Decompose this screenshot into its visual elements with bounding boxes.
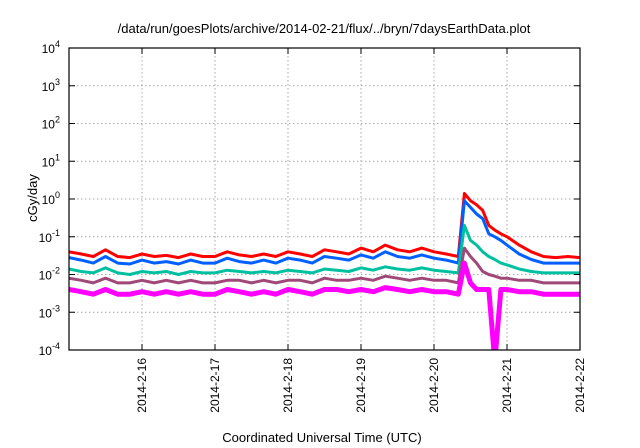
series-group <box>69 192 580 350</box>
x-tick-label: 2014-2-19 <box>354 358 368 413</box>
y-tick-label: 10-4 <box>39 341 60 358</box>
chart-title: /data/run/goesPlots/archive/2014-02-21/f… <box>118 21 531 36</box>
x-tick-label: 2014-2-20 <box>427 358 441 413</box>
series-line-magenta <box>69 260 580 350</box>
y-tick-label: 101 <box>42 152 60 169</box>
series-line-teal <box>69 223 580 276</box>
x-tick-label: 2014-2-17 <box>208 358 222 413</box>
series-line-purple <box>69 246 580 285</box>
y-tick-label: 103 <box>42 77 60 94</box>
series-line-blue <box>69 199 580 266</box>
y-tick-label: 10-3 <box>39 303 60 320</box>
grid <box>69 48 580 350</box>
y-tick-label: 104 <box>42 39 60 56</box>
y-tick-label: 10-2 <box>39 266 60 283</box>
y-tick-label: 10-1 <box>39 228 60 245</box>
x-tick-label: 2014-2-22 <box>573 358 587 413</box>
x-tick-label: 2014-2-21 <box>500 358 514 413</box>
y-axis-label: cGy/day <box>25 174 40 222</box>
x-tick-label: 2014-2-16 <box>135 358 149 413</box>
ticks: 104 103 102 101 100 10-1 10-2 10-3 10-4 2014-2-16… <box>39 39 587 413</box>
y-tick-label: 102 <box>42 115 60 132</box>
x-tick-label: 2014-2-18 <box>281 358 295 413</box>
series-line-red <box>69 192 580 260</box>
y-tick-label: 100 <box>42 190 60 207</box>
x-axis-label: Coordinated Universal Time (UTC) <box>222 430 421 445</box>
